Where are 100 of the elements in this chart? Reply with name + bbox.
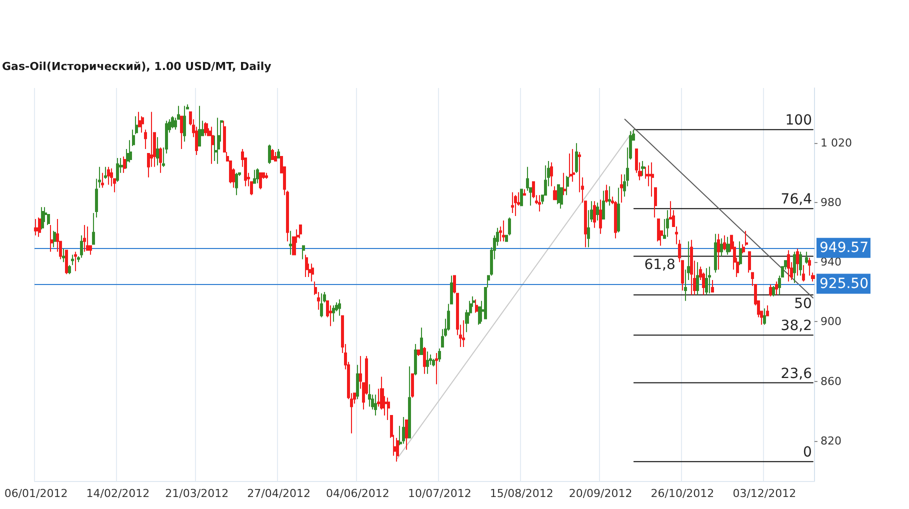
- candlestick: [514, 194, 517, 217]
- candlestick: [405, 419, 408, 450]
- x-tick-label: 06/01/2012: [4, 487, 68, 500]
- candlestick: [368, 384, 371, 408]
- candlestick: [572, 148, 575, 182]
- candlestick: [745, 230, 748, 246]
- candlestick: [62, 248, 65, 263]
- candlestick: [211, 126, 214, 164]
- candlestick: [720, 238, 723, 257]
- candlestick: [420, 327, 423, 355]
- candlestick: [259, 172, 262, 190]
- candlestick: [520, 188, 523, 206]
- candlestick: [748, 251, 751, 274]
- candlestick: [204, 122, 208, 136]
- candlestick: [414, 344, 417, 376]
- candlestick: [374, 394, 377, 416]
- candlestick: [159, 147, 162, 174]
- candlestick: [560, 187, 563, 210]
- candlestick: [462, 320, 465, 348]
- candlestick: [608, 186, 611, 206]
- series-label: 38,2: [780, 318, 812, 334]
- ref-line-label: 949.57: [820, 240, 868, 256]
- candlestick: [396, 437, 399, 462]
- x-tick-label: 21/03/2012: [165, 487, 229, 500]
- candlestick: [596, 202, 599, 221]
- candlestick: [253, 169, 256, 184]
- candlestick: [696, 262, 699, 296]
- candlestick: [796, 248, 799, 276]
- candlestick: [338, 298, 341, 316]
- series-label: 76,4: [780, 192, 812, 208]
- candlestick: [523, 188, 526, 196]
- candlestick: [602, 190, 605, 220]
- candlestick: [289, 230, 292, 256]
- chart-title: Gas-Oil(Исторический), 1.00 USD/MT, Daily: [2, 60, 272, 73]
- candlestick: [265, 172, 268, 180]
- candlestick: [104, 166, 107, 180]
- candlestick: [101, 172, 104, 188]
- candlestick: [71, 254, 74, 266]
- candlestick: [599, 199, 602, 234]
- candlestick: [180, 116, 183, 150]
- candlestick: [563, 172, 566, 196]
- y-tick-label: 940: [820, 256, 842, 269]
- candlestick: [83, 224, 86, 252]
- candlestick: [723, 234, 726, 251]
- candlestick: [356, 364, 359, 400]
- candlestick: [654, 187, 657, 218]
- candlestick: [53, 230, 56, 248]
- candlestick: [302, 245, 305, 260]
- candlestick: [65, 250, 68, 275]
- x-tick-label: 20/09/2012: [568, 487, 632, 500]
- x-tick-label: 15/08/2012: [490, 487, 554, 500]
- y-tick-label: 820: [820, 434, 842, 448]
- x-tick-label: 03/12/2012: [732, 487, 796, 500]
- candlestick: [135, 116, 138, 135]
- candlestick: [402, 416, 405, 444]
- y-tick-label: 860: [820, 374, 842, 388]
- candlestick: [799, 251, 802, 276]
- candlestick: [620, 174, 623, 204]
- candlestick: [432, 358, 435, 367]
- candlestick: [538, 194, 541, 212]
- series-label: 0: [803, 444, 812, 461]
- candlestick: [714, 233, 717, 274]
- candlestick: [268, 144, 271, 164]
- candlestick: [426, 350, 429, 374]
- candlestick: [742, 244, 745, 254]
- candlestick: [171, 116, 174, 129]
- candlestick: [763, 308, 766, 326]
- candlestick: [614, 200, 617, 239]
- candlestick: [775, 281, 778, 296]
- candlestick: [217, 117, 220, 164]
- candlestick: [553, 186, 557, 200]
- candlestick: [711, 280, 714, 292]
- candlestick: [256, 168, 259, 184]
- candlestick: [423, 346, 426, 374]
- y-tick-label: 980: [820, 196, 842, 210]
- candlestick: [787, 250, 790, 282]
- candlestick: [617, 187, 620, 233]
- candlestick: [726, 236, 730, 256]
- candlestick: [74, 251, 77, 272]
- candlestick: [575, 142, 578, 174]
- candlestick: [705, 268, 708, 296]
- x-tick-label: 26/10/2012: [650, 487, 714, 500]
- candlestick: [605, 184, 608, 204]
- candlestick: [793, 251, 796, 284]
- candlestick: [299, 224, 302, 239]
- candlestick: [50, 224, 53, 252]
- candlestick: [802, 264, 805, 282]
- candlestick: [566, 175, 569, 196]
- candlestick: [666, 210, 669, 238]
- candlestick: [569, 153, 572, 178]
- candlestick: [156, 136, 159, 166]
- candlestick: [641, 160, 645, 176]
- candlestick: [38, 217, 41, 238]
- candlestick: [772, 285, 775, 297]
- candlestick: [123, 156, 126, 174]
- x-tick-label: 14/02/2012: [86, 487, 150, 500]
- candlestick: [438, 348, 441, 362]
- candlestick: [274, 152, 277, 162]
- series-label: 23,6: [780, 366, 812, 382]
- candlestick: [657, 218, 660, 242]
